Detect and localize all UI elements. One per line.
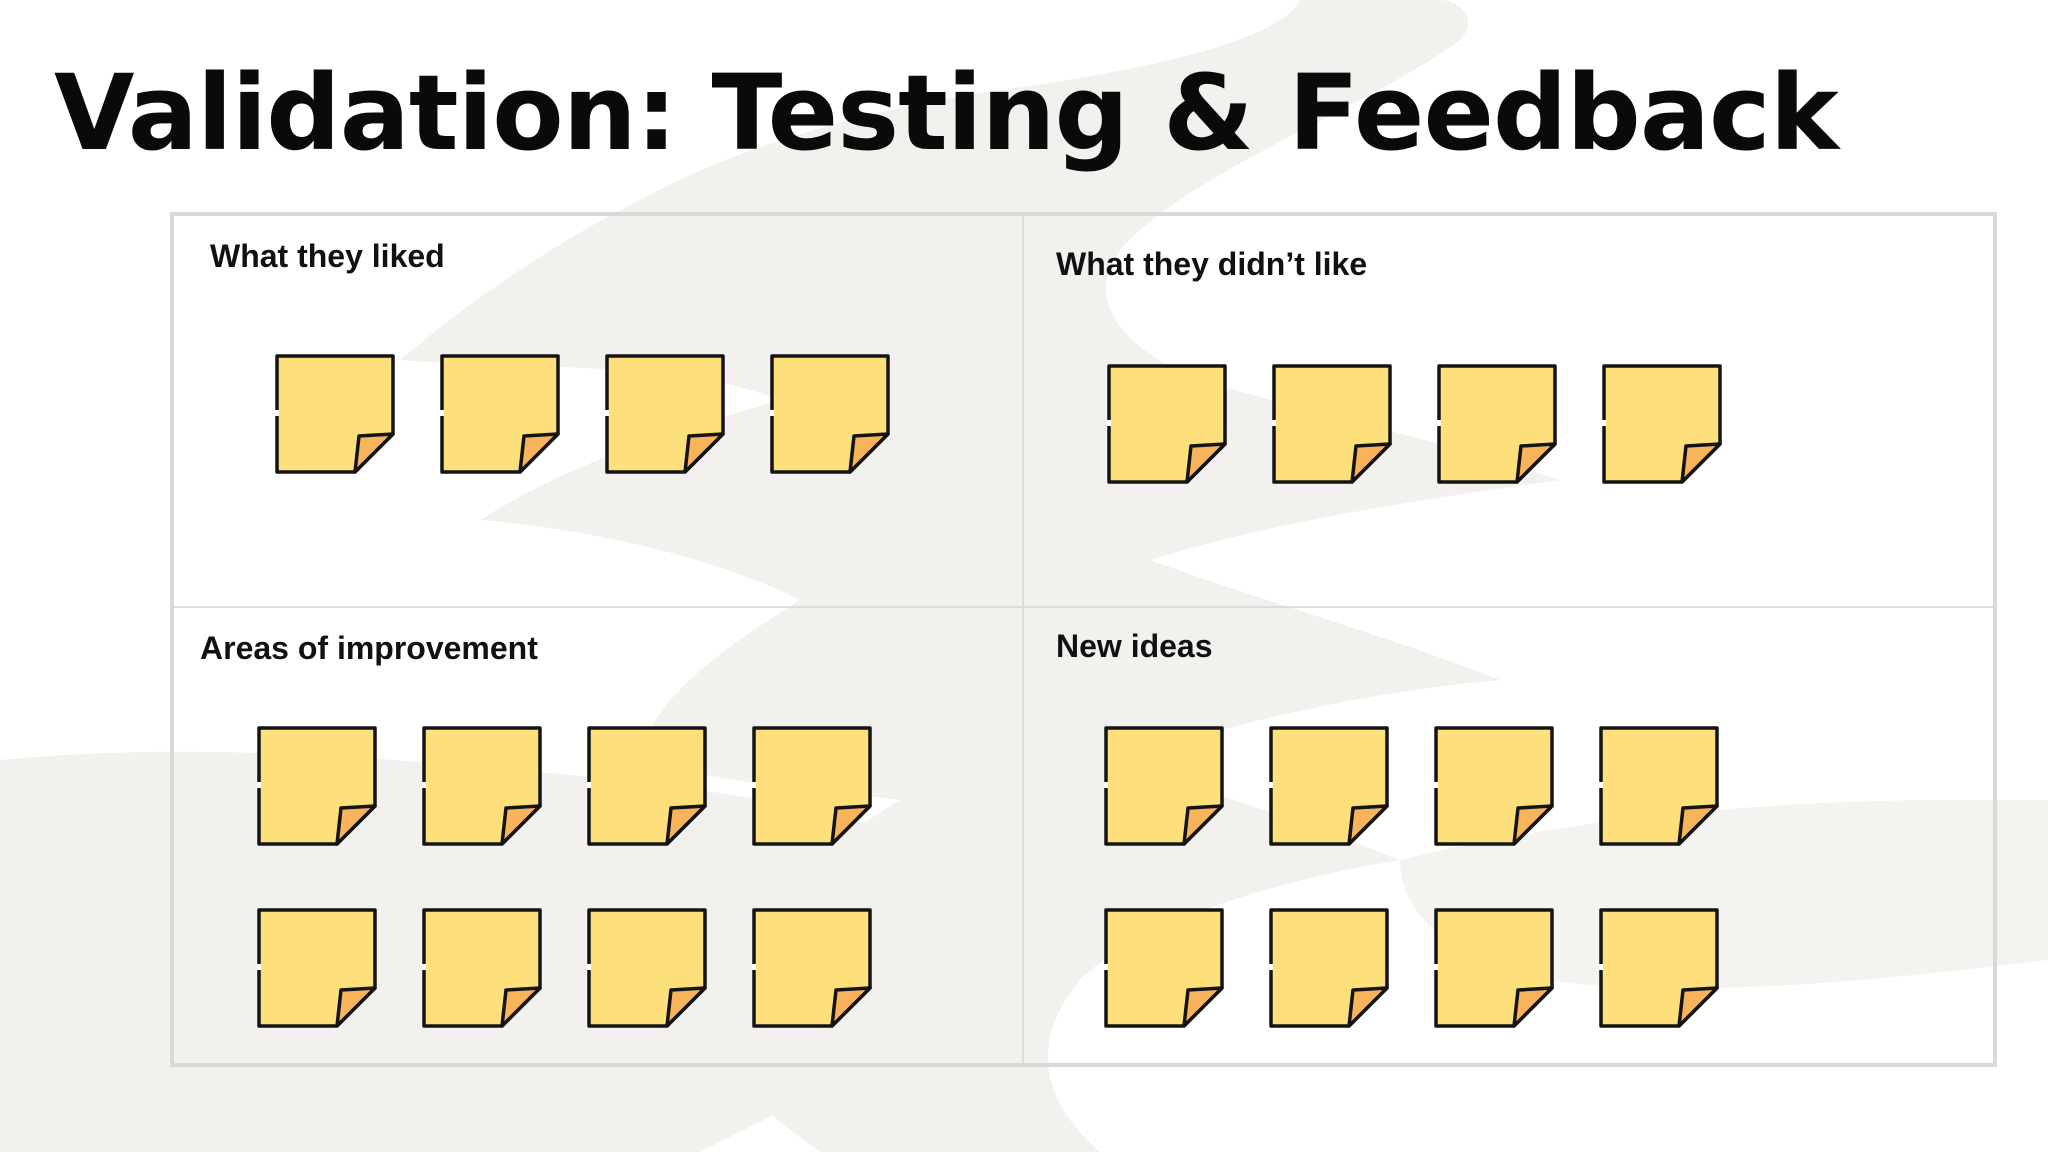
sticky-note-icon [770,354,890,474]
sticky-note-icon [1437,364,1557,484]
page-title: Validation: Testing & Feedback [54,52,1839,174]
sticky-note-icon [587,726,707,846]
notes-group-improvement [257,726,872,1028]
feedback-board: What they liked What they didn’t like Ar… [170,212,1997,1067]
sticky-note-icon [1434,726,1554,846]
sticky-note-icon [752,726,872,846]
sticky-note-icon [440,354,560,474]
sticky-note-icon [275,354,395,474]
sticky-note-icon [1599,908,1719,1028]
sticky-note-icon [1104,726,1224,846]
sticky-note-icon [752,908,872,1028]
quadrant-improvement: Areas of improvement [174,608,1024,1063]
sticky-note-icon [1434,908,1554,1028]
sticky-note-icon [1272,364,1392,484]
sticky-note-icon [422,908,542,1028]
sticky-note-icon [1602,364,1722,484]
sticky-note-icon [1599,726,1719,846]
sticky-note-icon [605,354,725,474]
quadrant-new-ideas: New ideas [1024,608,1993,1063]
quadrant-disliked: What they didn’t like [1024,216,1993,608]
sticky-note-icon [257,908,377,1028]
notes-group-disliked [1107,364,1722,484]
notes-group-new-ideas [1104,726,1719,1028]
sticky-note-icon [1269,908,1389,1028]
sticky-note-icon [1269,726,1389,846]
notes-group-liked [275,354,890,474]
quadrant-label-improvement: Areas of improvement [200,630,538,666]
sticky-note-icon [422,726,542,846]
sticky-note-icon [1104,908,1224,1028]
sticky-note-icon [587,908,707,1028]
quadrant-liked: What they liked [174,216,1024,608]
quadrant-label-disliked: What they didn’t like [1056,246,1368,282]
quadrant-label-new-ideas: New ideas [1056,628,1213,664]
sticky-note-icon [257,726,377,846]
quadrant-label-liked: What they liked [210,238,445,274]
sticky-note-icon [1107,364,1227,484]
